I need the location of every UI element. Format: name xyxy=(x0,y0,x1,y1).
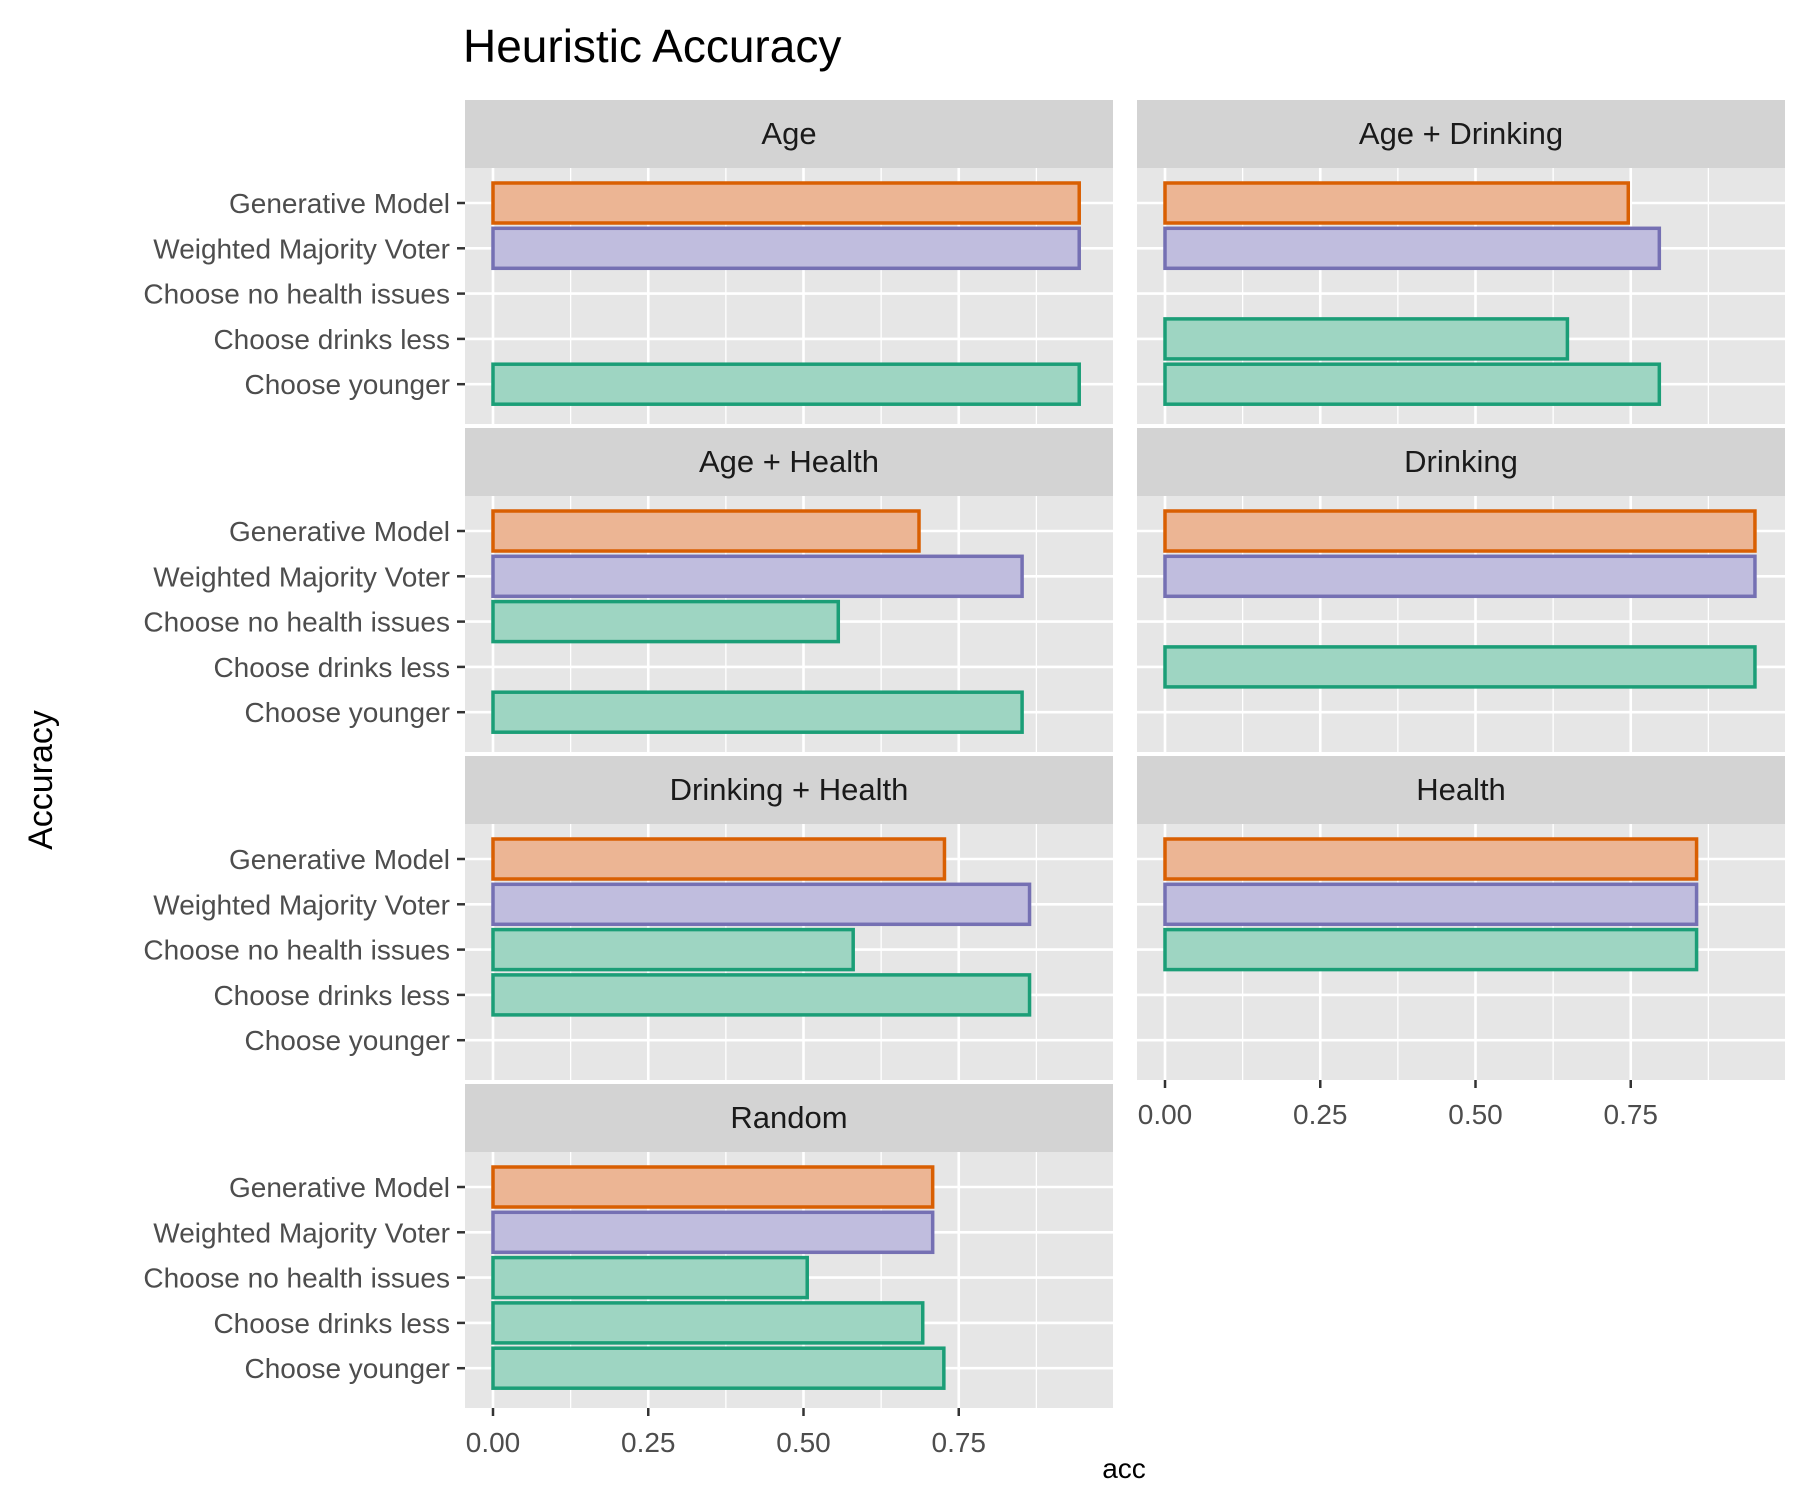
strip-age-health xyxy=(465,428,1113,496)
y-tick-label-weighted-majority-voter: Weighted Majority Voter xyxy=(153,1217,450,1248)
y-tick-label-choose-drinks-less: Choose drinks less xyxy=(213,980,450,1011)
bar-age-drinking-choose-younger xyxy=(1163,362,1662,406)
bar-age-drinking-choose-drinks-less xyxy=(1163,317,1570,361)
panel-age-health: Age + Health Generative Model Weighted Maj… xyxy=(143,428,1113,752)
bar-age-choose-younger xyxy=(491,362,1081,406)
x-tick-label: 0.75 xyxy=(1604,1099,1659,1130)
strip-label-age: Age xyxy=(761,116,816,151)
x-tick-label: 0.50 xyxy=(776,1427,831,1458)
bar-health-choose-no-health-issues xyxy=(1163,927,1699,972)
bar-health-generative-model xyxy=(1163,837,1699,881)
strip-label-random: Random xyxy=(730,1100,847,1135)
bar-random-generative-model xyxy=(491,1165,935,1209)
y-tick-label-generative-model: Generative Model xyxy=(229,516,450,547)
bar-age-health-weighted-majority-voter xyxy=(491,554,1024,599)
y-tick-label-choose-drinks-less: Choose drinks less xyxy=(213,1308,450,1339)
y-tick-label-generative-model: Generative Model xyxy=(229,1172,450,1203)
panel-drinking-health: Drinking + Health Generative Model Weighte… xyxy=(143,756,1113,1080)
bar-drinking-generative-model xyxy=(1163,509,1757,553)
bar-drinking-weighted-majority-voter xyxy=(1163,554,1757,599)
y-tick-label-choose-no-health-issues: Choose no health issues xyxy=(143,279,450,310)
bar-drinking-health-choose-drinks-less xyxy=(491,973,1032,1017)
bar-age-weighted-majority-voter xyxy=(491,226,1081,271)
strip-label-health: Health xyxy=(1416,772,1506,807)
strip-label-drinking-health: Drinking + Health xyxy=(670,772,909,807)
y-tick-label-choose-drinks-less: Choose drinks less xyxy=(213,652,450,683)
strip-drinking-health xyxy=(465,756,1113,824)
bar-age-health-choose-younger xyxy=(491,690,1024,734)
x-tick-label: 0.50 xyxy=(1448,1099,1503,1130)
y-tick-label-choose-no-health-issues: Choose no health issues xyxy=(143,935,450,966)
strip-random xyxy=(465,1084,1113,1152)
y-tick-label-generative-model: Generative Model xyxy=(229,188,450,219)
strip-label-drinking: Drinking xyxy=(1404,444,1518,479)
y-tick-label-choose-no-health-issues: Choose no health issues xyxy=(143,607,450,638)
x-tick-label: 0.25 xyxy=(621,1427,676,1458)
bar-age-generative-model xyxy=(491,181,1081,225)
strip-drinking xyxy=(1137,428,1785,496)
bar-random-choose-no-health-issues xyxy=(491,1255,809,1300)
panel-health: Health 0.00 0.25 0.50 0.75 xyxy=(1137,756,1785,1130)
strip-age-drinking xyxy=(1137,100,1785,168)
x-tick-label: 0.00 xyxy=(1138,1099,1193,1130)
y-tick-label-choose-younger: Choose younger xyxy=(245,1025,450,1056)
chart-title: Heuristic Accuracy xyxy=(463,20,841,72)
x-axis-title: acc xyxy=(1102,1453,1146,1484)
panel-random: Random Generative Model Weighted Majority … xyxy=(143,1084,1113,1458)
panel-age: Age Generative Model Weighted Majority Vot… xyxy=(143,100,1113,424)
y-tick-label-choose-younger: Choose younger xyxy=(245,697,450,728)
y-tick-label-choose-no-health-issues: Choose no health issues xyxy=(143,1263,450,1294)
facet-panels: Age Generative Model Weighted Majority Vot… xyxy=(143,100,1785,1458)
strip-label-age-health: Age + Health xyxy=(699,444,879,479)
y-tick-label-choose-younger: Choose younger xyxy=(245,1353,450,1384)
y-tick-label-weighted-majority-voter: Weighted Majority Voter xyxy=(153,561,450,592)
panel-drinking: Drinking xyxy=(1137,428,1785,752)
bar-drinking-health-weighted-majority-voter xyxy=(491,882,1032,927)
bar-age-drinking-weighted-majority-voter xyxy=(1163,226,1662,271)
strip-label-age-drinking: Age + Drinking xyxy=(1359,116,1563,151)
strip-health xyxy=(1137,756,1785,824)
y-tick-label-weighted-majority-voter: Weighted Majority Voter xyxy=(153,889,450,920)
bar-age-drinking-generative-model xyxy=(1163,181,1631,225)
bar-age-health-generative-model xyxy=(491,509,921,553)
y-axis-title: Accuracy xyxy=(22,710,60,850)
bar-age-health-choose-no-health-issues xyxy=(491,599,841,644)
bar-drinking-choose-drinks-less xyxy=(1163,645,1757,689)
x-tick-label: 0.75 xyxy=(932,1427,987,1458)
bar-health-weighted-majority-voter xyxy=(1163,882,1699,927)
x-tick-label: 0.25 xyxy=(1293,1099,1348,1130)
bar-random-choose-drinks-less xyxy=(491,1301,925,1345)
panel-age-drinking: Age + Drinking xyxy=(1137,100,1785,424)
strip-age xyxy=(465,100,1113,168)
y-tick-label-choose-drinks-less: Choose drinks less xyxy=(213,324,450,355)
y-tick-label-generative-model: Generative Model xyxy=(229,844,450,875)
bar-random-choose-younger xyxy=(491,1346,946,1390)
y-tick-label-weighted-majority-voter: Weighted Majority Voter xyxy=(153,233,450,264)
bar-random-weighted-majority-voter xyxy=(491,1210,935,1255)
x-tick-label: 0.00 xyxy=(466,1427,521,1458)
y-tick-label-choose-younger: Choose younger xyxy=(245,369,450,400)
bar-drinking-health-choose-no-health-issues xyxy=(491,927,855,972)
bar-drinking-health-generative-model xyxy=(491,837,947,881)
